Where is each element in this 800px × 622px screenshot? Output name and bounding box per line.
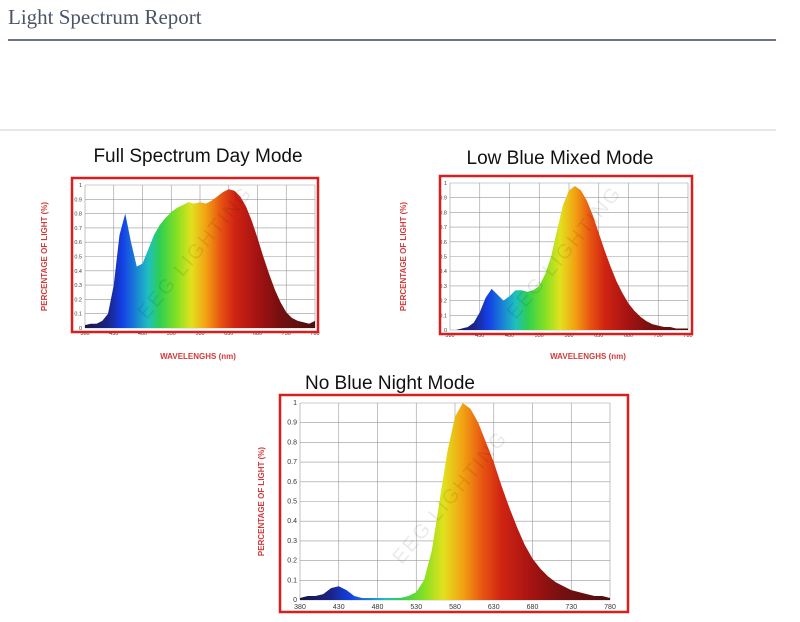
x-tick-label: 630 (488, 604, 500, 611)
y-tick-label: 0.2 (74, 297, 82, 303)
spectrum-area (85, 189, 315, 328)
x-tick-label: 780 (310, 331, 319, 337)
x-tick-label: 380 (80, 331, 89, 337)
x-tick-label: 380 (445, 333, 454, 339)
y-tick-label: 0.6 (439, 240, 447, 246)
chart-frame (70, 176, 320, 334)
y-tick-label: 0.1 (287, 577, 297, 584)
x-tick-label: 780 (604, 604, 616, 611)
x-tick-label: 530 (167, 331, 176, 337)
y-tick-label: 0.1 (74, 312, 82, 318)
x-tick-label: 680 (527, 604, 539, 611)
y-tick-label: 0.9 (439, 196, 447, 202)
x-tick-label: 730 (654, 333, 663, 339)
x-axis-title: WAVELENGHS (nm) (550, 352, 626, 361)
y-tick-label: 0 (79, 326, 82, 332)
y-tick-label: 0.3 (74, 283, 82, 289)
y-tick-label: 0.4 (287, 518, 297, 525)
y-tick-label: 0.5 (439, 255, 447, 261)
y-tick-label: 0.4 (439, 269, 447, 275)
y-tick-label: 0.9 (74, 197, 82, 203)
report-title: Light Spectrum Report (8, 5, 202, 29)
y-tick-label: 0.7 (439, 225, 447, 231)
y-tick-label: 0.2 (287, 558, 297, 565)
x-tick-label: 430 (333, 604, 345, 611)
x-tick-label: 630 (224, 331, 233, 337)
y-tick-label: 0.6 (74, 240, 82, 246)
y-axis-title: PERCENTAGE OF LIGHT (%) (257, 447, 266, 557)
y-tick-label: 1 (444, 181, 447, 187)
y-tick-label: 1 (293, 400, 297, 407)
x-tick-label: 630 (594, 333, 603, 339)
y-tick-label: 0.8 (74, 212, 82, 218)
y-tick-label: 0 (293, 597, 297, 604)
y-axis-title: PERCENTAGE OF LIGHT (%) (399, 202, 408, 312)
y-tick-label: 0.4 (74, 269, 82, 275)
x-axis-title: WAVELENGHS (nm) (160, 352, 236, 361)
chart-frame (278, 393, 630, 614)
chart-title: Full Spectrum Day Mode (93, 146, 302, 167)
y-tick-label: 0.8 (287, 439, 297, 446)
x-tick-label: 730 (565, 604, 577, 611)
y-tick-label: 0 (444, 328, 447, 334)
y-axis-title: PERCENTAGE OF LIGHT (%) (40, 202, 49, 312)
y-tick-label: 0.1 (439, 313, 447, 319)
x-tick-label: 380 (294, 604, 306, 611)
x-tick-label: 430 (109, 331, 118, 337)
y-tick-label: 0.2 (439, 299, 447, 305)
y-tick-label: 0.3 (439, 284, 447, 290)
x-tick-label: 680 (253, 331, 262, 337)
chart-title: Low Blue Mixed Mode (467, 148, 654, 169)
x-tick-label: 680 (624, 333, 633, 339)
x-tick-label: 580 (564, 333, 573, 339)
y-tick-label: 0.5 (287, 499, 297, 506)
y-tick-label: 0.3 (287, 538, 297, 545)
x-tick-label: 780 (683, 333, 692, 339)
spectrum-area (300, 403, 610, 600)
x-tick-label: 580 (449, 604, 461, 611)
x-tick-label: 580 (195, 331, 204, 337)
y-tick-label: 0.9 (287, 420, 297, 427)
x-tick-label: 430 (475, 333, 484, 339)
x-tick-label: 480 (505, 333, 514, 339)
spectrum-area (450, 185, 688, 330)
y-tick-label: 0.7 (287, 459, 297, 466)
x-tick-label: 730 (282, 331, 291, 337)
chart-title: No Blue Night Mode (305, 373, 475, 394)
y-tick-label: 1 (79, 183, 82, 189)
y-tick-label: 0.8 (439, 210, 447, 216)
x-tick-label: 480 (372, 604, 384, 611)
x-tick-label: 530 (410, 604, 422, 611)
y-tick-label: 0.6 (287, 479, 297, 486)
y-tick-label: 0.7 (74, 226, 82, 232)
x-tick-label: 530 (535, 333, 544, 339)
y-tick-label: 0.5 (74, 255, 82, 261)
chart-frame (438, 174, 694, 336)
x-tick-label: 480 (138, 331, 147, 337)
